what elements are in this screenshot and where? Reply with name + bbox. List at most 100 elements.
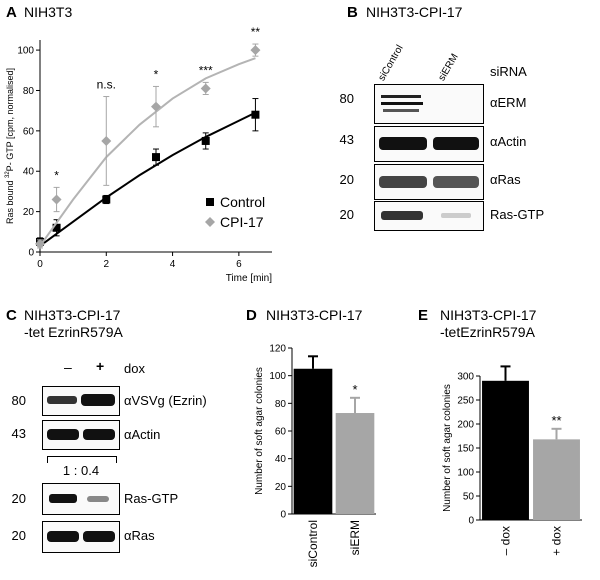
legend-marker-square	[206, 198, 214, 206]
data-point-diamond	[101, 135, 112, 146]
blot-b-rasgtp	[374, 201, 484, 231]
bar-chart-d: 0 20 40 60 80 100 120 Number of soft agar colon…	[254, 344, 376, 567]
x-category-label: siControl	[306, 520, 320, 567]
panel-a-letter: A	[6, 4, 17, 21]
blot-b-ras	[374, 164, 484, 200]
significance-label: ***	[199, 63, 213, 77]
panel-e-letter: E	[418, 307, 429, 324]
blot-c-label-rasgtp: Ras-GTP	[124, 491, 179, 506]
y-tick-label: 80	[275, 399, 287, 410]
y-tick-label: 0	[28, 248, 34, 259]
ratio-bracket	[47, 456, 117, 463]
panel-d-title: NIH3T3-CPI-17	[266, 307, 363, 323]
significance-label: *	[154, 67, 159, 81]
y-tick-label: 50	[463, 492, 475, 503]
significance-label: **	[551, 413, 561, 428]
x-category-label: + dox	[550, 526, 564, 556]
mw-marker: 20	[11, 491, 26, 506]
y-tick-label: 0	[280, 510, 286, 521]
data-point-diamond	[151, 101, 161, 112]
significance-label: *	[352, 382, 357, 397]
data-point-diamond	[51, 194, 62, 205]
y-tick-label: 200	[457, 420, 474, 431]
blot-c-vsvg	[42, 386, 120, 416]
x-category-label: siERM	[348, 520, 362, 555]
data-point-diamond	[200, 83, 211, 94]
legend-marker-diamond	[205, 217, 215, 227]
data-point-diamond	[250, 45, 261, 56]
y-tick-label: 120	[269, 344, 286, 355]
panel-c-letter: C	[6, 307, 17, 324]
lane-label-sicontrol: siControl	[376, 43, 406, 83]
blot-c-label-ras: αRas	[124, 528, 155, 543]
x-tick-label: 4	[170, 259, 176, 270]
y-tick-label: 60	[275, 427, 287, 438]
blot-c-rasgtp	[42, 483, 120, 515]
blot-c-label-vsvg: αVSVg (Ezrin)	[124, 393, 207, 408]
blot-b-header: siRNA	[490, 64, 527, 79]
bar-0	[482, 380, 529, 520]
y-tick-label: 60	[23, 126, 35, 137]
y-tick-label: 100	[269, 371, 286, 382]
data-point-diamond	[35, 238, 45, 249]
x-tick-label: 0	[37, 259, 43, 270]
blot-c-header: dox	[124, 361, 145, 376]
blot-b-label-erm: αERM	[490, 95, 527, 110]
y-tick-label: 40	[275, 454, 287, 465]
bar-1	[533, 439, 580, 520]
mw-marker: 80	[11, 393, 26, 408]
blot-c-actin	[42, 420, 120, 450]
mw-marker: 43	[11, 426, 26, 441]
significance-label: n.s.	[97, 77, 116, 91]
x-axis-label: Time [min]	[226, 273, 273, 284]
y-axis-label: Number of soft agar colonies	[254, 367, 265, 495]
blot-b-actin	[374, 126, 484, 162]
lane-label-sierm: siERM	[436, 51, 461, 83]
blot-b-label-rasgtp: Ras-GTP	[490, 207, 545, 222]
legend-label: CPI-17	[220, 214, 264, 230]
panel-b-letter: B	[347, 4, 358, 21]
y-axis-label: Number of soft agar colonies	[442, 384, 453, 512]
blot-c-ras	[42, 521, 120, 553]
panel-b-title: NIH3T3-CPI-17	[366, 4, 463, 20]
bar-0	[293, 368, 333, 514]
x-tick-label: 2	[104, 259, 110, 270]
blot-c-label-actin: αActin	[124, 427, 161, 442]
significance-label: **	[251, 25, 261, 39]
y-tick-label: 20	[23, 207, 35, 218]
blot-b-label-actin: αActin	[490, 134, 527, 149]
x-tick-label: 6	[236, 259, 242, 270]
mw-marker: 20	[339, 172, 354, 187]
data-point-square	[152, 153, 160, 162]
significance-label: *	[54, 168, 59, 182]
y-tick-label: 150	[457, 444, 474, 455]
bar-1	[335, 413, 375, 514]
y-tick-label: 300	[457, 372, 474, 383]
legend-label: Control	[220, 194, 265, 210]
panel-e-title-line1: NIH3T3-CPI-17	[440, 307, 537, 323]
y-tick-label: 80	[23, 86, 35, 97]
lane-label-minus: –	[64, 359, 72, 375]
panel-c-title-line2: -tet EzrinR579A	[24, 324, 123, 340]
blot-b-label-ras: αRas	[490, 172, 521, 187]
y-tick-label: 250	[457, 396, 474, 407]
panel-d-letter: D	[246, 307, 257, 324]
y-tick-label: 40	[23, 167, 35, 178]
mw-marker: 20	[11, 528, 26, 543]
blot-b-erm	[374, 84, 484, 124]
ratio-label: 1 : 0.4	[62, 463, 100, 478]
mw-marker: 43	[339, 132, 354, 147]
x-category-label: – dox	[499, 526, 513, 555]
y-tick-label: 100	[17, 46, 34, 57]
mw-marker: 20	[339, 207, 354, 222]
y-tick-label: 0	[468, 516, 474, 527]
y-tick-label: 100	[457, 468, 474, 479]
panel-a-title: NIH3T3	[24, 4, 73, 20]
lane-label-plus: +	[96, 358, 105, 374]
data-point-square	[102, 195, 111, 204]
data-point-square	[52, 223, 61, 232]
bar-chart-e: 0 50 100 150 200 250 300 Number of soft agar co…	[442, 365, 582, 556]
mw-marker: 80	[339, 91, 354, 106]
panel-e-title-line2: -tetEzrinR579A	[440, 324, 535, 340]
